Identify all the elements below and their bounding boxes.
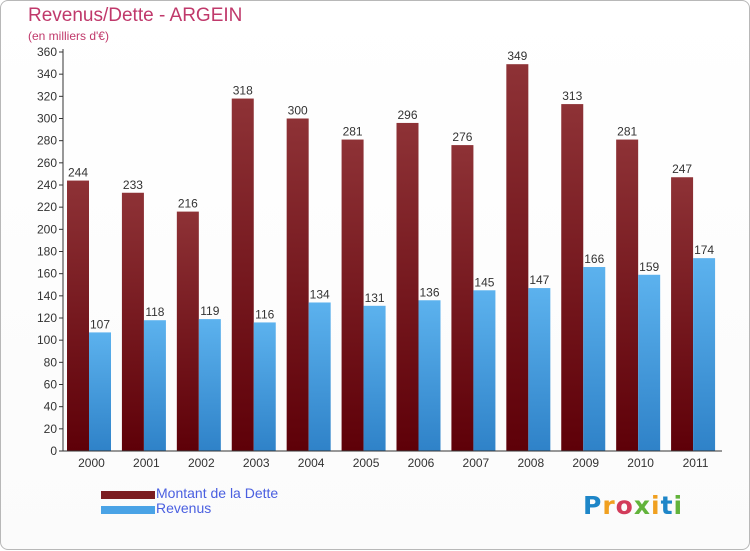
bar-dette [286, 118, 309, 451]
logo-letter: P [583, 491, 603, 520]
y-axis: 0 20 40 60 80 100 120 140 160 180 200 220 240 260 280 3… [37, 45, 64, 458]
x-tick-label: 2007 [463, 456, 490, 470]
data-label-dette: 318 [233, 84, 253, 98]
data-label-dette: 247 [672, 162, 692, 176]
y-tick-label: 220 [37, 200, 57, 214]
proxiti-logo: Proxiti [583, 491, 683, 520]
data-label-revenus: 134 [310, 287, 330, 301]
bar-revenus [308, 302, 331, 451]
bar-revenus [253, 322, 276, 451]
x-tick-label: 2008 [517, 456, 544, 470]
x-tick-label: 2000 [78, 456, 105, 470]
chart-title: Revenus/Dette - ARGEIN [28, 5, 243, 26]
y-tick-label: 260 [37, 156, 57, 170]
data-label-revenus: 118 [145, 305, 164, 319]
bar-dette [231, 98, 254, 452]
x-tick-label: 2001 [133, 456, 160, 470]
bar-dette [451, 145, 474, 451]
data-label-revenus: 174 [694, 243, 714, 257]
bar-marks: 244 107 233 118 216 119 318 116 300 134 281 131 296 1… [67, 49, 716, 452]
data-label-revenus: 116 [255, 307, 274, 321]
y-tick-label: 200 [37, 222, 57, 236]
bar-dette [396, 122, 419, 451]
legend-label-dette: Montant de la Dette [156, 485, 279, 501]
bar-dette [176, 211, 199, 451]
logo-letter: o [615, 491, 634, 520]
data-label-dette: 281 [343, 125, 363, 139]
bar-revenus [89, 332, 111, 451]
bar-revenus [473, 290, 496, 451]
logo-letter: r [602, 491, 616, 520]
y-tick-label: 120 [37, 311, 57, 325]
y-tick-label: 40 [44, 400, 58, 414]
legend-swatch-dette [101, 491, 155, 499]
bar-dette [341, 139, 364, 451]
bar-dette [561, 104, 584, 451]
y-tick-label: 140 [37, 289, 57, 303]
y-tick-label: 20 [44, 422, 58, 436]
x-tick-label: 2005 [353, 456, 380, 470]
y-tick-label: 300 [37, 112, 57, 126]
x-tick-label: 2011 [683, 456, 709, 470]
y-tick-label: 0 [50, 444, 57, 458]
bar-revenus [143, 320, 166, 451]
x-tick-label: 2003 [243, 456, 270, 470]
bar-revenus [693, 258, 716, 451]
data-label-revenus: 145 [474, 275, 494, 289]
bar-revenus [583, 267, 606, 451]
data-label-revenus: 147 [529, 273, 549, 287]
bar-revenus [198, 319, 221, 451]
y-tick-label: 60 [44, 378, 58, 392]
y-tick-label: 80 [44, 355, 58, 369]
data-label-dette: 349 [507, 49, 527, 63]
data-label-dette: 216 [178, 197, 198, 211]
data-label-revenus: 107 [90, 317, 110, 331]
data-label-dette: 300 [288, 104, 308, 118]
data-label-revenus: 136 [419, 285, 439, 299]
bar-dette [671, 177, 694, 451]
logo-letter: x [633, 491, 651, 520]
data-label-dette: 313 [562, 89, 582, 103]
x-tick-label: 2009 [572, 456, 599, 470]
data-label-revenus: 119 [200, 304, 219, 318]
bar-dette [67, 180, 89, 452]
y-tick-label: 240 [37, 178, 57, 192]
x-axis: 2000 2001 2002 2003 2004 2005 2006 2007 2008 2009… [63, 450, 722, 470]
y-tick-label: 100 [37, 333, 57, 347]
data-label-dette: 276 [452, 130, 472, 144]
data-label-dette: 244 [68, 166, 88, 180]
bar-dette [616, 139, 639, 451]
logo-letter: i [673, 491, 684, 520]
data-label-revenus: 166 [584, 252, 604, 266]
chart-subtitle: (en milliers d'€) [28, 29, 109, 43]
logo-letter: t [660, 491, 674, 520]
y-tick-label: 160 [37, 267, 57, 281]
y-tick-label: 180 [37, 245, 57, 259]
legend-swatch-revenus [101, 506, 155, 514]
x-tick-label: 2002 [188, 456, 215, 470]
bar-revenus [363, 305, 386, 451]
data-label-dette: 296 [397, 108, 417, 122]
x-tick-label: 2004 [298, 456, 325, 470]
y-tick-label: 320 [37, 89, 57, 103]
y-tick-label: 340 [37, 67, 57, 81]
data-label-dette: 281 [617, 125, 637, 139]
bar-revenus [418, 300, 441, 451]
bar-dette [506, 64, 529, 452]
x-tick-label: 2006 [408, 456, 435, 470]
bar-revenus [528, 288, 551, 451]
legend-label-revenus: Revenus [156, 500, 212, 516]
bar-revenus [638, 274, 661, 451]
x-tick-label: 2010 [627, 456, 654, 470]
data-label-revenus: 131 [365, 291, 385, 305]
data-label-revenus: 159 [639, 260, 659, 274]
logo-letter: i [651, 491, 661, 520]
bar-dette [121, 192, 144, 451]
y-tick-label: 360 [37, 45, 57, 59]
y-tick-label: 280 [37, 134, 57, 148]
data-label-dette: 233 [123, 178, 143, 192]
